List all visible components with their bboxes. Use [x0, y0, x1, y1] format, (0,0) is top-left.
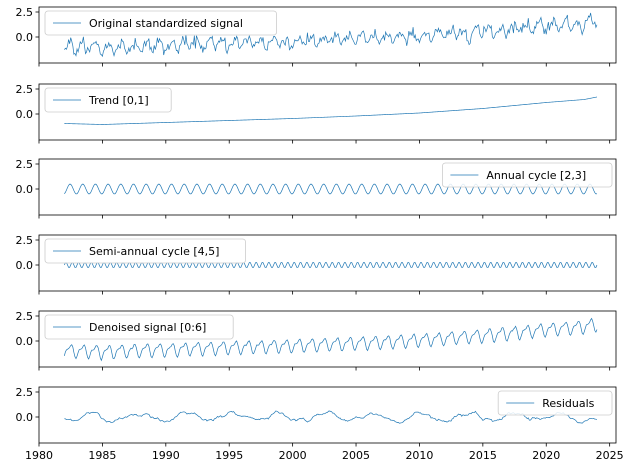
axes-frame	[38, 310, 617, 368]
subplot-5: 0.0 2.5 Denoised signal [0:6]	[16, 310, 617, 371]
y-tick-label: 2.5	[16, 386, 34, 399]
legend-label: Original standardized signal	[89, 17, 243, 30]
x-tick-label: 1990	[152, 449, 180, 462]
legend-box	[441, 162, 613, 188]
subplot-1: 0.0 2.5 Original standardized signal	[16, 6, 617, 67]
legend: Semi-annual cycle [4,5]	[44, 238, 247, 264]
series-line	[64, 317, 598, 362]
x-tick-label: 2000	[279, 449, 307, 462]
legend-box	[44, 238, 247, 264]
x-tick-label: 1985	[88, 449, 116, 462]
x-tick-label: 1995	[215, 449, 243, 462]
series-line	[64, 96, 598, 125]
x-tick-label: 2010	[405, 449, 433, 462]
legend-label: Annual cycle [2,3]	[486, 169, 586, 182]
axes-frame	[38, 6, 617, 64]
y-tick-label: 0.0	[16, 335, 34, 348]
series-line	[64, 12, 598, 58]
legend: Residuals	[497, 390, 613, 416]
legend-box	[44, 87, 172, 113]
series-line	[64, 183, 597, 195]
axes-frame	[38, 83, 617, 141]
legend-box	[497, 390, 613, 416]
x-tick-label: 1980	[25, 449, 53, 462]
legend: Original standardized signal	[44, 10, 278, 36]
legend: Trend [0,1]	[44, 87, 172, 113]
legend-label: Denoised signal [0:6]	[89, 321, 206, 334]
y-tick-label: 2.5	[16, 234, 34, 247]
legend: Annual cycle [2,3]	[441, 162, 613, 188]
legend-label: Residuals	[542, 397, 594, 410]
y-tick-label: 0.0	[16, 411, 34, 424]
legend: Denoised signal [0:6]	[44, 314, 234, 340]
x-tick-label: 2005	[342, 449, 370, 462]
series-line	[64, 262, 598, 268]
x-tick-label: 2015	[469, 449, 497, 462]
subplot-6: 0.0 2.5 Residuals	[16, 386, 617, 447]
legend-label: Trend [0,1]	[88, 94, 149, 107]
y-tick-label: 0.0	[16, 183, 34, 196]
y-tick-label: 0.0	[16, 259, 34, 272]
shared-x-axis: 1980 1985 1990 1995 2000 2005 2010 2015 2020 2025	[25, 449, 624, 462]
y-tick-label: 2.5	[16, 83, 34, 96]
y-tick-label: 0.0	[16, 108, 34, 121]
subplot-stack: 0.0 2.5 Original standardized signal 0.0 2.5…	[16, 6, 617, 447]
y-tick-label: 2.5	[16, 310, 34, 323]
legend-box	[44, 314, 234, 340]
subplot-3: 0.0 2.5 Annual cycle [2,3]	[16, 158, 617, 219]
y-tick-label: 2.5	[16, 158, 34, 171]
subplot-2: 0.0 2.5 Trend [0,1]	[16, 83, 617, 144]
legend-label: Semi-annual cycle [4,5]	[89, 245, 219, 258]
axes-frame	[38, 234, 617, 292]
legend-box	[44, 10, 278, 36]
x-tick-label: 2025	[596, 449, 624, 462]
axes-frame	[38, 158, 617, 216]
x-tick-label: 2020	[532, 449, 560, 462]
subplot-4: 0.0 2.5 Semi-annual cycle [4,5]	[16, 234, 617, 295]
y-tick-label: 2.5	[16, 6, 34, 19]
y-tick-label: 0.0	[16, 31, 34, 44]
axes-frame	[38, 386, 617, 444]
